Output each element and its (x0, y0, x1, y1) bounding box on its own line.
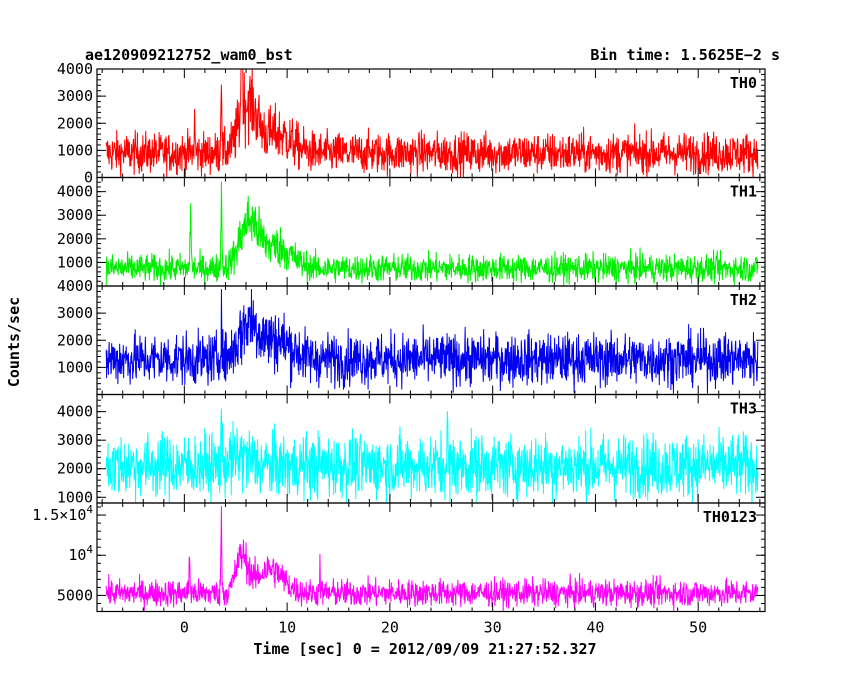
bin-time-label: Bin time: 1.5625E−2 s (590, 46, 780, 64)
y-tick-label: 4000 (57, 60, 93, 78)
x-tick-label: 10 (278, 619, 296, 637)
y-tick-label: 2000 (57, 460, 93, 478)
y-tick-label: 2000 (57, 230, 93, 248)
y-tick-label: 3000 (57, 87, 93, 105)
y-tick-label: 3000 (57, 206, 93, 224)
series-line-th0123 (105, 506, 759, 612)
y-axis-label: Counts/sec (5, 297, 23, 387)
y-tick-label: 4000 (57, 277, 93, 295)
panel-label: TH2 (730, 291, 757, 309)
panel-frame (96, 68, 766, 179)
panel-th3: TH3 1000 2000 3000 4000 (57, 393, 766, 506)
series-line-th3 (105, 408, 759, 503)
panel-label: TH0 (730, 74, 757, 92)
y-tick-label: 1000 (57, 141, 93, 159)
y-tick-label: 1000 (57, 253, 93, 271)
y-tick-label: 1000 (57, 358, 93, 376)
chart-title: ae120909212752_wam0_bst (85, 46, 293, 64)
y-tick-label: 0 (84, 169, 93, 187)
series-line-th2 (105, 289, 759, 394)
panel-th0123: TH0123 5000 104 1.5×104 (32, 502, 766, 613)
panel-th1: TH1 1000 2000 3000 4000 (57, 176, 766, 287)
y-tick-label: 3000 (57, 304, 93, 322)
y-tick-label: 2000 (57, 331, 93, 349)
panel-label: TH3 (730, 400, 757, 418)
x-tick-label: 40 (586, 619, 604, 637)
x-tick-label: 0 (180, 619, 189, 637)
y-tick-label: 5000 (57, 586, 93, 604)
panel-label: TH1 (730, 183, 757, 201)
panel-th2: TH2 1000 2000 3000 4000 (57, 277, 766, 396)
x-axis-label: Time [sec] 0 = 2012/09/09 21:27:52.327 (253, 640, 596, 658)
y-tick-label: 104 (68, 543, 93, 564)
panels-group: TH001000200030004000TH11000200030004000T… (32, 60, 766, 637)
y-tick-label: 1000 (57, 488, 93, 506)
y-tick-label: 4000 (57, 183, 93, 201)
y-tick-label: 2000 (57, 114, 93, 132)
panel-label: TH0123 (703, 508, 757, 526)
y-tick-label: 3000 (57, 431, 93, 449)
series-line-th1 (105, 181, 759, 286)
series-line-th0 (105, 69, 759, 178)
x-tick-label: 20 (381, 619, 399, 637)
x-tick-label: 50 (689, 619, 707, 637)
x-tick-label: 30 (484, 619, 502, 637)
y-tick-label: 4000 (57, 403, 93, 421)
y-tick-label: 1.5×104 (32, 503, 93, 524)
